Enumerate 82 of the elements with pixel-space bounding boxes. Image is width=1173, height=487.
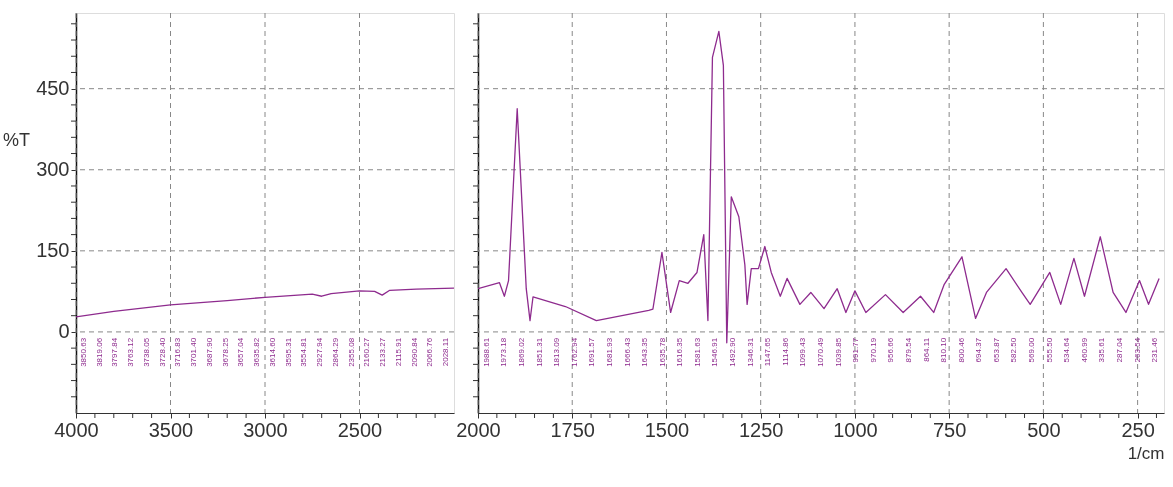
x-tick-label: 1000 [833,418,878,441]
annotation: 2066.76 [425,337,435,367]
annotation: 3728.40 [157,337,167,367]
annotation: 2864.29 [330,337,340,367]
annotation: 3614.60 [267,337,277,367]
annotation: 1492.90 [728,337,738,367]
annotation: 879.54 [903,337,913,363]
annotation: 3595.31 [283,337,293,367]
y-tick-label: 300 [36,158,70,181]
annotation: 3635.82 [252,337,262,367]
annotation: 3797.84 [110,337,120,367]
annotation: 2133.27 [378,337,388,367]
x-tick-label: 2000 [456,418,501,441]
annotation: 3763.12 [126,337,136,367]
annotation: 555.50 [1044,337,1054,363]
annotation: 970.19 [868,337,878,363]
annotation: 3819.06 [94,337,104,367]
y-tick-label: 0 [58,320,70,343]
annotation: 3678.25 [220,337,230,367]
line-series [76,287,454,318]
annotation: 2028.11 [441,337,451,367]
x-tick-label: 3500 [148,418,194,441]
x-tick-label: 500 [1027,418,1061,441]
annotation: 3738.05 [141,337,151,367]
y-tick-label: 450 [36,77,70,100]
annotation: 1851.31 [534,337,544,367]
annotation: 2160.27 [362,337,372,367]
annotation: 582.50 [1009,337,1019,363]
annotation: 1681.93 [604,337,614,367]
annotation: 956.66 [886,337,896,363]
annotation: 287.04 [1115,337,1125,363]
annotation: 653.87 [991,337,1001,363]
annotation: 2090.84 [409,337,419,367]
y-tick-label: 150 [36,239,70,262]
annotation: 2115.91 [393,337,403,367]
annotation: 3687.90 [204,337,214,367]
y-axis-title: %T [3,129,30,150]
annotation: 263.54 [1132,337,1142,363]
annotation: 694.37 [974,337,984,363]
x-tick-label: 3000 [243,418,288,441]
annotation: 3716.83 [173,337,183,367]
annotation: 1869.02 [516,337,526,367]
annotation: 1616.35 [675,337,685,367]
annotation: 1581.63 [692,337,702,367]
annotation: 1643.35 [640,337,650,367]
annotation: 991.77 [851,337,861,363]
annotation: 534.64 [1062,337,1072,363]
annotation: 1099.43 [798,337,808,367]
annotation: 1546.91 [710,337,720,367]
annotation: 864.11 [921,337,931,362]
x-tick-label: 4000 [54,418,99,441]
x-tick-label: 2500 [337,418,383,441]
annotation: 1973.18 [499,337,509,367]
annotation: 1813.09 [552,337,562,367]
annotation: 1762.94 [569,337,579,367]
annotation: 1114.86 [780,337,790,366]
x-axis-title: 1/cm [1127,443,1165,463]
annotation: 2355.08 [346,337,356,367]
annotation: 335.61 [1097,337,1107,363]
x-tick-label: 1250 [738,418,784,441]
annotation: 3701.40 [189,337,199,367]
annotation: 1147.65 [763,337,773,367]
annotation: 231.46 [1150,337,1160,363]
annotation: 2927.94 [315,337,325,367]
x-tick-label: 750 [932,418,967,441]
annotation: 800.46 [956,337,966,363]
annotation: 1988.61 [481,337,491,367]
x-tick-label: 1500 [644,418,690,441]
annotation: 460.99 [1079,337,1089,363]
annotation: 1635.78 [657,337,667,367]
annotation: 3554.81 [299,337,309,367]
annotation: 810.10 [939,337,949,363]
annotation: 1070.49 [816,337,825,367]
annotation: 1346.31 [745,337,755,367]
annotation: 569.00 [1027,337,1037,363]
annotation: 1666.43 [622,337,632,367]
annotation: 1691.57 [587,337,597,367]
annotation: 3657.04 [236,337,246,367]
x-tick-label: 1750 [550,418,595,441]
annotation: 3850.63 [78,337,88,367]
annotation: 1039.85 [833,337,843,367]
x-tick-label: 250 [1121,418,1155,441]
